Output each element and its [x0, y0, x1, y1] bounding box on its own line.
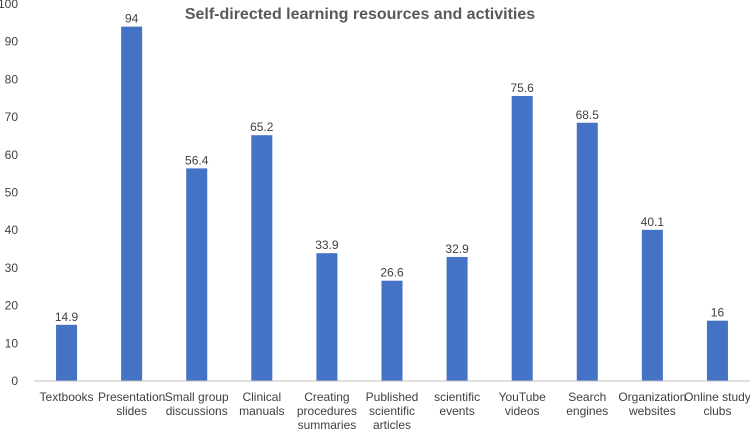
data-label: 14.9 [55, 310, 79, 324]
data-label: 16 [711, 306, 725, 320]
x-tick-label: Organization websites [618, 390, 686, 418]
x-tick-label: Online study clubs [684, 390, 750, 418]
data-label: 65.2 [250, 120, 274, 134]
x-tick-label: Creating procedures summaries [297, 390, 357, 432]
x-tick-label: Clinical manuals [239, 390, 284, 418]
bar [121, 26, 143, 382]
x-tick-label: Textbooks [40, 390, 94, 404]
x-tick-label: Published scientific articles [366, 390, 419, 432]
y-tick-label: 40 [5, 223, 19, 237]
bar [381, 280, 403, 381]
data-label: 26.6 [380, 266, 404, 280]
data-label: 33.9 [315, 238, 339, 252]
bar [251, 135, 273, 381]
x-tick-label: Presentation slides [98, 390, 165, 418]
x-tick-label: Small group discussions [165, 390, 229, 418]
bars-group [56, 26, 728, 382]
data-label: 94 [125, 12, 139, 26]
bar [641, 229, 663, 381]
bar [186, 168, 208, 381]
data-labels-group: 14.9 94 56.4 65.2 33.9 26.6 32.9 75.6 68.5 40.1 16 [55, 12, 725, 324]
y-tick-label: 80 [5, 72, 19, 86]
y-tick-label: 90 [5, 35, 19, 49]
y-tick-label: 50 [5, 186, 19, 200]
y-tick-label: 20 [5, 299, 19, 313]
bar [446, 256, 468, 381]
y-axis: 0 10 20 30 40 50 60 70 80 90 100 [0, 0, 18, 388]
bar [56, 324, 78, 381]
data-label: 56.4 [185, 153, 209, 167]
data-label: 40.1 [641, 215, 665, 229]
y-tick-label: 60 [5, 148, 19, 162]
y-tick-label: 70 [5, 110, 19, 124]
chart-title: Self-directed learning resources and act… [185, 6, 535, 23]
bar [706, 320, 728, 381]
data-label: 68.5 [576, 108, 600, 122]
x-tick-label: scientific events [434, 390, 480, 418]
y-tick-label: 100 [0, 0, 18, 11]
bar [511, 95, 533, 381]
x-tick-label: YouTube videos [499, 390, 546, 418]
data-label: 75.6 [511, 81, 535, 95]
y-tick-label: 0 [11, 374, 18, 388]
y-tick-label: 10 [5, 336, 19, 350]
bar [576, 122, 598, 381]
y-tick-label: 30 [5, 261, 19, 275]
data-label: 32.9 [445, 242, 469, 256]
x-tick-label: Search engines [566, 390, 608, 418]
bar [316, 253, 338, 381]
